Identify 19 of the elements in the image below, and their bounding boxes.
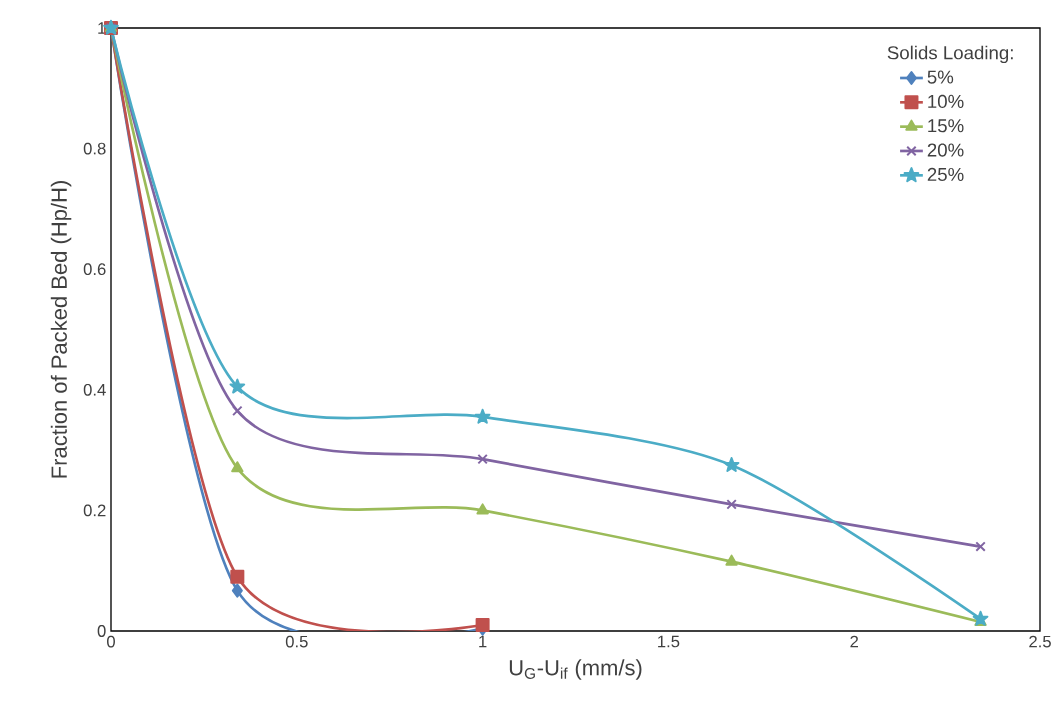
y-tick-label: 0.4 [83,383,106,396]
x-tick-label: 1 [479,635,487,648]
y-tick-label: 0.2 [83,504,106,517]
y-tick-label: 0.8 [83,142,106,155]
x-tick-label: 2.5 [1029,635,1051,648]
legend-title: Solids Loading: [887,45,1013,64]
x-tick-label: 1.5 [658,635,680,648]
x-tick-label: 2 [850,635,858,648]
y-tick-label: 0.6 [83,263,106,276]
legend-label: 5% [927,70,954,84]
legend-label: 15% [928,119,964,133]
y-tick-label: 0 [97,625,106,637]
legend-label: 10% [928,94,964,109]
x-axis-title: U$_{G}$-U$_{if}$ (mm/s) [509,659,642,680]
legend-label: 25% [927,167,964,182]
y-axis-title: Fraction of Packed Bed (Hp/H) [50,181,72,478]
x-tick-label: 0.5 [285,635,308,648]
x-tick-label: 0 [107,635,115,648]
legend-label: 20% [927,143,964,157]
